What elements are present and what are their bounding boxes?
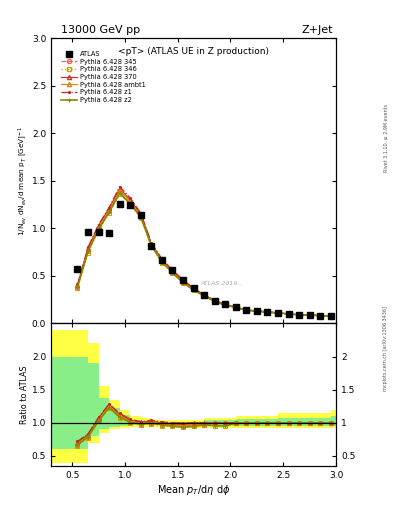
Text: mcplots.cern.ch [arXiv:1306.3436]: mcplots.cern.ch [arXiv:1306.3436] [384, 306, 388, 391]
Text: Rivet 3.1.10, ≥ 2.9M events: Rivet 3.1.10, ≥ 2.9M events [384, 104, 388, 173]
Y-axis label: 1/N$_{ev}$ dN$_{ev}$/d mean p$_T$ [GeV]$^{-1}$: 1/N$_{ev}$ dN$_{ev}$/d mean p$_T$ [GeV]$… [16, 126, 29, 236]
Text: <pT> (ATLAS UE in Z production): <pT> (ATLAS UE in Z production) [118, 47, 269, 56]
X-axis label: Mean $p_T$/d$\eta$ d$\phi$: Mean $p_T$/d$\eta$ d$\phi$ [157, 482, 230, 497]
Legend: ATLAS, Pythia 6.428 345, Pythia 6.428 346, Pythia 6.428 370, Pythia 6.428 ambt1,: ATLAS, Pythia 6.428 345, Pythia 6.428 34… [58, 48, 149, 105]
Text: ATLAS 2019...: ATLAS 2019... [200, 282, 244, 286]
Y-axis label: Ratio to ATLAS: Ratio to ATLAS [20, 366, 29, 424]
Text: 13000 GeV pp: 13000 GeV pp [61, 25, 140, 35]
Text: Z+Jet: Z+Jet [302, 25, 333, 35]
